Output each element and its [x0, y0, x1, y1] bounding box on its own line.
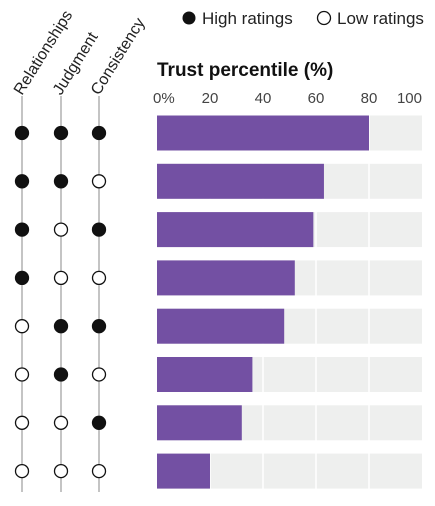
- bar: [157, 260, 295, 296]
- high-rating-dot: [53, 125, 69, 141]
- x-tick-label: 100: [397, 90, 422, 107]
- x-axis-ticks: 0% 20 40 60 80 100: [153, 90, 422, 107]
- bar: [157, 453, 210, 489]
- x-tick-label: 80: [361, 90, 378, 107]
- dimension-header-consistency: Consistency: [88, 15, 149, 98]
- dimension-headers: Relationships Judgment Consistency: [11, 8, 149, 98]
- legend-high-dot: [182, 11, 196, 25]
- rating-dots: [14, 125, 107, 479]
- low-rating-dot: [14, 319, 30, 334]
- bar: [157, 115, 369, 151]
- legend-low-label: Low ratings: [337, 9, 424, 28]
- bar: [157, 405, 242, 441]
- high-rating-dot: [91, 125, 107, 141]
- chart-title: Trust percentile (%): [157, 60, 333, 81]
- high-rating-dot: [14, 222, 30, 237]
- high-rating-dot: [14, 125, 30, 141]
- low-rating-dot: [53, 270, 69, 286]
- bar: [157, 357, 253, 392]
- high-rating-dot: [53, 174, 69, 189]
- high-rating-dot: [53, 319, 69, 334]
- high-rating-dot: [91, 415, 107, 430]
- low-rating-dot: [91, 463, 107, 479]
- high-rating-dot: [14, 270, 30, 286]
- low-rating-dot: [53, 222, 69, 237]
- bar: [157, 308, 285, 344]
- legend-high-label: High ratings: [202, 9, 293, 28]
- low-rating-dot: [53, 415, 69, 430]
- legend-low-dot: [316, 10, 332, 26]
- high-rating-dot: [14, 174, 30, 189]
- low-rating-dot: [14, 415, 30, 430]
- high-rating-dot: [91, 319, 107, 334]
- high-rating-dot: [53, 367, 69, 382]
- high-rating-dot: [91, 222, 107, 237]
- legend: High ratings Low ratings: [182, 9, 424, 28]
- x-tick-label: 60: [308, 90, 325, 107]
- low-rating-dot: [91, 367, 107, 382]
- bars: [157, 115, 369, 489]
- low-rating-dot: [14, 367, 30, 382]
- bar: [157, 163, 324, 199]
- low-rating-dot: [91, 270, 107, 286]
- low-rating-dot: [14, 463, 30, 479]
- low-rating-dot: [91, 174, 107, 189]
- bar: [157, 212, 314, 248]
- x-tick-label: 0%: [153, 90, 175, 107]
- x-tick-label: 40: [255, 90, 272, 107]
- low-rating-dot: [53, 463, 69, 479]
- dimension-lines: [21, 96, 100, 492]
- x-tick-label: 20: [202, 90, 219, 107]
